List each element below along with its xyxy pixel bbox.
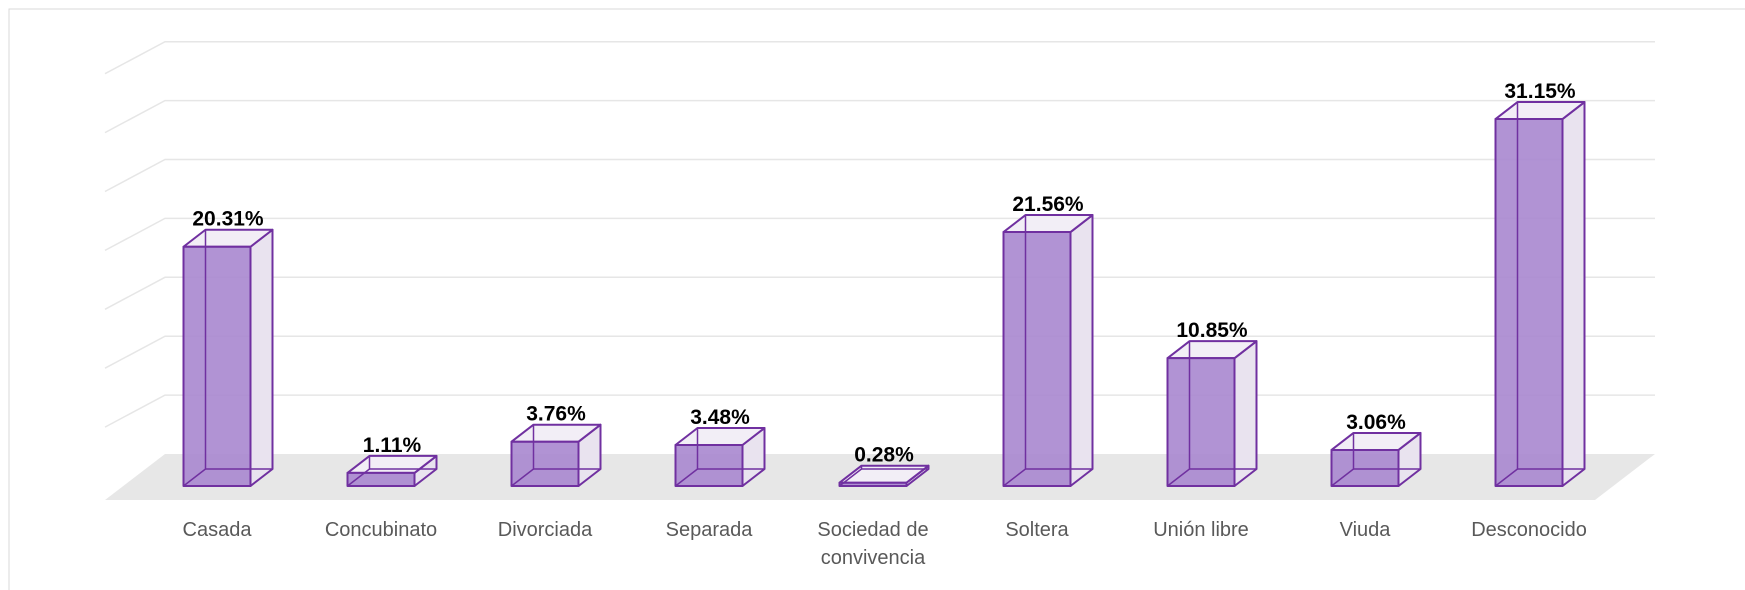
bar-side: [1069, 214, 1094, 487]
value-label: 21.56%: [1012, 193, 1084, 216]
grid-line: [104, 217, 1655, 252]
bar-front: [838, 481, 908, 487]
bar-front: [510, 440, 580, 488]
bar: [346, 454, 438, 487]
bar-side: [249, 228, 274, 487]
bar: [1494, 101, 1586, 487]
bar-front: [1002, 231, 1072, 487]
bar: [182, 228, 274, 487]
value-label: 0.28%: [854, 444, 914, 467]
bar-front: [1166, 357, 1236, 488]
x-tick-label: Concubinato: [324, 519, 438, 541]
grid-line: [104, 276, 1655, 310]
bar-front: [674, 444, 744, 488]
x-tick-label: Sociedad de convivencia: [817, 519, 929, 569]
x-tick-label: Desconocido: [1471, 519, 1587, 541]
grid-line: [104, 99, 1655, 134]
x-tick-label: Divorciada: [497, 519, 593, 541]
bar: [510, 423, 602, 488]
value-label: 3.06%: [1346, 411, 1406, 434]
bar-front: [346, 471, 416, 487]
bar: [1166, 340, 1258, 488]
bar: [1330, 431, 1422, 487]
grid-line: [104, 335, 1655, 369]
value-label: 3.48%: [690, 406, 750, 429]
value-label: 20.31%: [192, 208, 264, 231]
bar-side: [1233, 340, 1258, 487]
bar-front: [1494, 118, 1564, 487]
bar: [1002, 214, 1094, 487]
bar: [838, 464, 930, 487]
bar-front: [1330, 448, 1400, 487]
grid-line: [104, 40, 1655, 75]
value-label: 1.11%: [363, 434, 422, 457]
chart-border: [8, 8, 1745, 590]
x-tick-label: Viuda: [1339, 519, 1391, 541]
value-label: 31.15%: [1504, 80, 1576, 103]
x-tick-label: Unión libre: [1153, 519, 1249, 541]
value-label: 3.76%: [526, 403, 586, 426]
x-tick-label: Casada: [182, 519, 252, 541]
grid-line: [104, 158, 1655, 193]
grid-line: [104, 394, 1655, 428]
bar-front: [182, 245, 252, 487]
bar-side: [1561, 101, 1586, 487]
x-tick-label: Soltera: [1005, 519, 1069, 541]
bar: [674, 427, 766, 488]
x-tick-label: Separada: [665, 519, 753, 541]
value-label: 10.85%: [1176, 319, 1248, 342]
